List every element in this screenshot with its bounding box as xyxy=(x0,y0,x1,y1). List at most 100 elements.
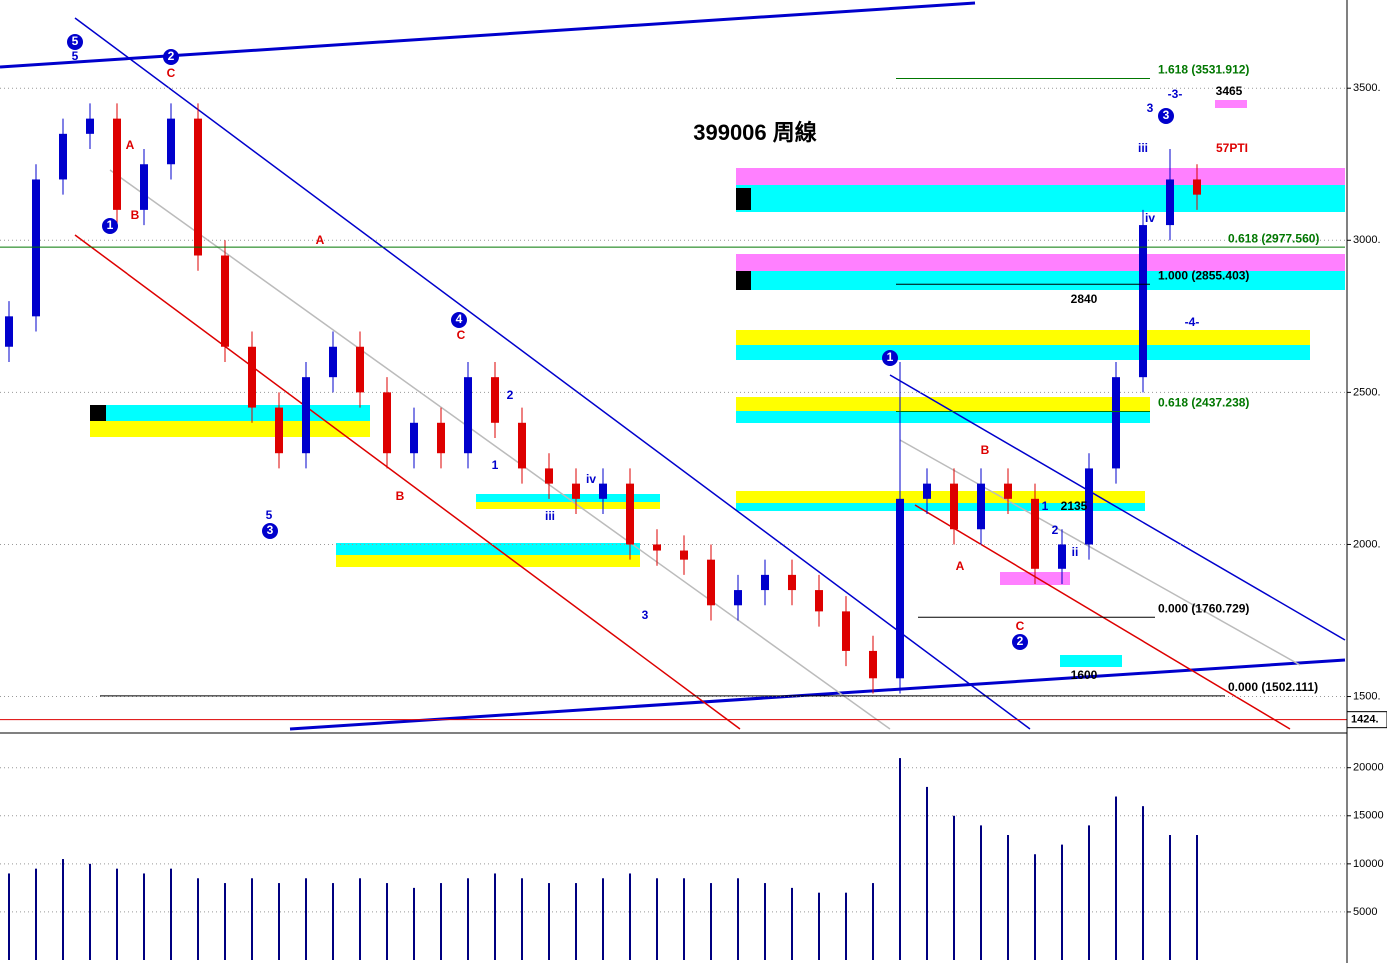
volume-bar xyxy=(251,878,253,960)
trend-lines xyxy=(0,1,1346,731)
volume-bar xyxy=(278,883,280,960)
y-tick-label: 2000. xyxy=(1353,538,1381,550)
wave-label: 2 xyxy=(507,388,514,402)
volume-bar xyxy=(170,868,172,960)
y-tick-label: 2500. xyxy=(1353,386,1381,398)
candle-body xyxy=(383,392,391,454)
volume-bar xyxy=(305,878,307,960)
wave-label: C xyxy=(167,66,176,80)
candle-body xyxy=(275,407,283,454)
y-tick-label: 5000 xyxy=(1353,906,1377,918)
volume-bar xyxy=(629,873,631,960)
volume-bar xyxy=(62,859,64,960)
candle-body xyxy=(1193,179,1201,195)
wave-label: B xyxy=(396,489,405,503)
wave-label: 3 xyxy=(642,608,649,622)
y-tick-label: 3500. xyxy=(1353,82,1381,94)
wave-label: 1 xyxy=(887,350,894,364)
volume-bar xyxy=(548,883,550,960)
volume-bar xyxy=(116,868,118,960)
candle-body xyxy=(680,550,688,560)
wave-circle xyxy=(163,49,179,65)
volume-bar xyxy=(413,887,415,960)
volume-bar xyxy=(440,883,442,960)
volume-bar xyxy=(1169,835,1171,960)
wave-label: 4 xyxy=(456,312,463,326)
volume-bar xyxy=(818,892,820,960)
wave-label: -3- xyxy=(1168,87,1183,101)
volume-bar xyxy=(1007,835,1009,960)
volume-bar xyxy=(899,758,901,960)
volume-bar xyxy=(872,883,874,960)
candle-body xyxy=(32,179,40,317)
volume-bar xyxy=(1196,835,1198,960)
fib-label: 0.618 (2977.560) xyxy=(1228,231,1319,245)
wave-circle xyxy=(102,218,118,234)
wave-label: 2 xyxy=(1017,634,1024,648)
y-tick-label: 3000. xyxy=(1353,234,1381,246)
candle-body xyxy=(1166,179,1174,226)
wave-label: 5 xyxy=(266,508,273,522)
candle-body xyxy=(545,468,553,484)
wave-label: 3 xyxy=(1163,108,1170,122)
last-level-label: 1424. xyxy=(1351,714,1379,726)
wave-label: 5 xyxy=(72,34,79,48)
wave-label: 1600 xyxy=(1071,668,1098,682)
wave-label: iii xyxy=(1138,141,1148,155)
bands xyxy=(90,100,1345,667)
volume-bar xyxy=(8,873,10,960)
volume-bar xyxy=(143,873,145,960)
candle-body xyxy=(1112,377,1120,469)
volume-bar xyxy=(845,892,847,960)
fib-label: 1.618 (3531.912) xyxy=(1158,63,1249,77)
volume-bar xyxy=(953,815,955,960)
y-tick-label: 15000 xyxy=(1353,810,1384,822)
fib-label: 0.000 (1502.111) xyxy=(1228,680,1318,694)
candle-body xyxy=(86,118,94,134)
wave-label: B xyxy=(131,208,140,222)
fib-label: 1.000 (2855.403) xyxy=(1158,268,1249,282)
wave-label: 1 xyxy=(107,218,114,232)
volume-bar xyxy=(575,883,577,960)
candle-body xyxy=(113,118,121,210)
volume-bar xyxy=(1061,844,1063,960)
wave-label: A xyxy=(126,138,135,152)
candle-body xyxy=(1139,225,1147,378)
volume-bar xyxy=(656,878,658,960)
volume-bar xyxy=(359,878,361,960)
candle-body xyxy=(59,133,67,180)
y-tick-label: 10000 xyxy=(1353,858,1384,870)
wave-label: B xyxy=(981,443,990,457)
volume-bar xyxy=(89,863,91,960)
volume-bar xyxy=(602,878,604,960)
candle-body xyxy=(1058,544,1066,569)
chart-title: 399006 周線 xyxy=(693,120,817,145)
volume-bar xyxy=(494,873,496,960)
candle-body xyxy=(1085,468,1093,545)
volume-bar xyxy=(197,878,199,960)
candle-body xyxy=(626,483,634,545)
volume-bar xyxy=(386,883,388,960)
candle-body xyxy=(5,316,13,347)
candle-body xyxy=(1004,483,1012,499)
volume-bar xyxy=(1034,854,1036,960)
y-tick-label: 1500. xyxy=(1353,690,1381,702)
y-tick-label: 20000 xyxy=(1353,762,1384,774)
volume-bar xyxy=(35,868,37,960)
volume-bar xyxy=(764,883,766,960)
volume-bar xyxy=(683,878,685,960)
candle-body xyxy=(140,164,148,210)
wave-label: C xyxy=(1016,619,1025,633)
candle-body xyxy=(788,574,796,591)
candle-body xyxy=(653,544,661,551)
wave-label: ii xyxy=(1072,545,1079,559)
volume-bar xyxy=(521,878,523,960)
wave-circle xyxy=(1158,108,1174,124)
candle-body xyxy=(950,483,958,530)
volume-bar xyxy=(1115,796,1117,960)
wave-label: 2135 xyxy=(1061,499,1088,513)
fib-label: 0.000 (1760.729) xyxy=(1158,601,1249,615)
candle-body xyxy=(302,377,310,454)
wave-label: -4- xyxy=(1185,315,1200,329)
